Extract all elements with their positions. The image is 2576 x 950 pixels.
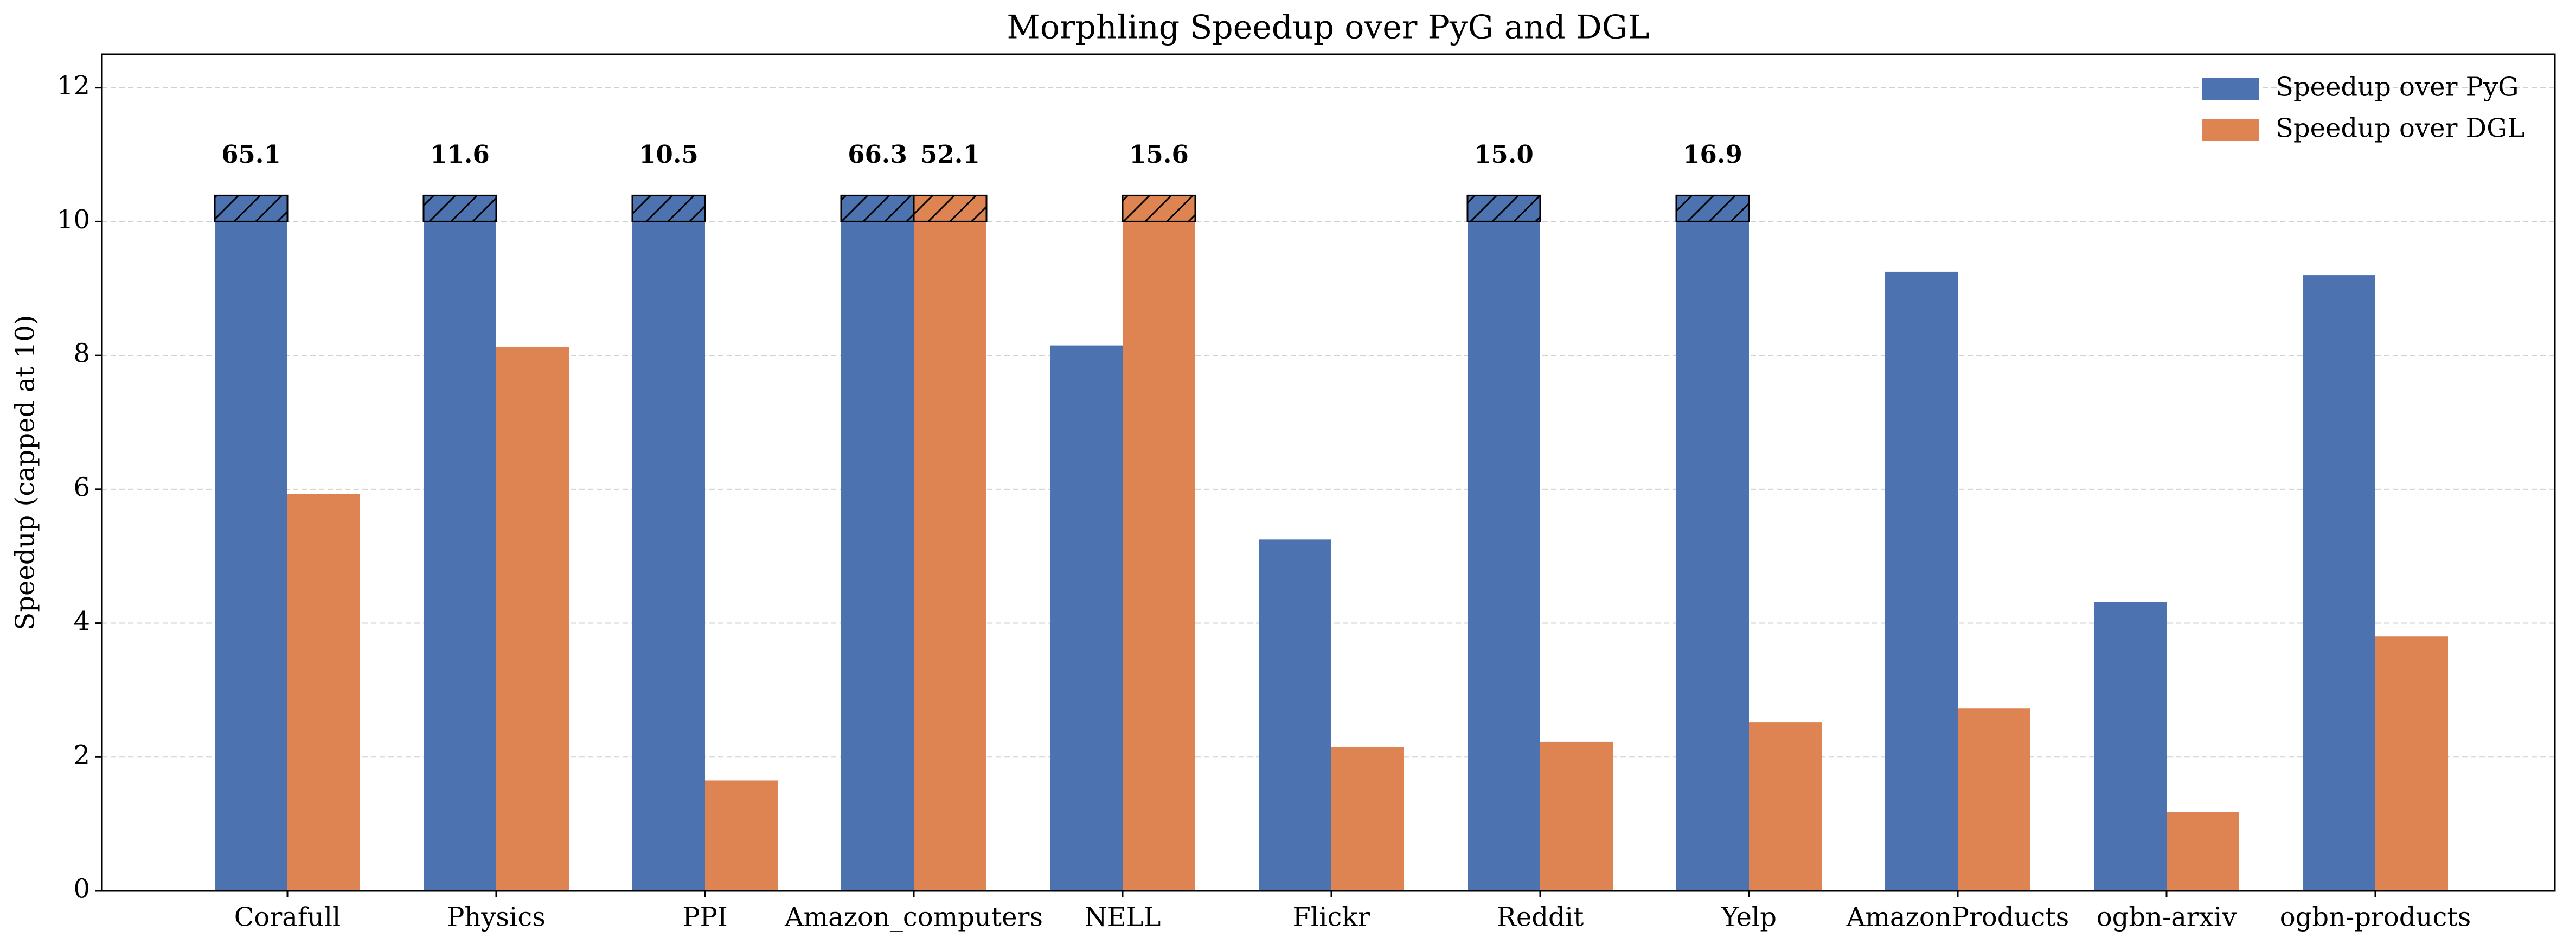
plot-frame — [101, 53, 2556, 892]
bar-cap-hatch — [1122, 194, 1196, 222]
legend-swatch — [2202, 119, 2259, 141]
bar-cap-hatch — [214, 194, 289, 222]
y-tick-label: 10 — [57, 205, 90, 235]
y-tick-label: 0 — [73, 874, 90, 904]
x-tick-label: Yelp — [1721, 902, 1777, 933]
bar — [287, 494, 360, 891]
y-axis-label: Speedup (capped at 10) — [10, 315, 41, 630]
data-label: 66.3 — [848, 140, 907, 169]
legend-label: Speedup over DGL — [2276, 113, 2524, 144]
bar — [1885, 271, 1958, 891]
y-tick-label: 12 — [57, 71, 90, 101]
chart-title: Morphling Speedup over PyG and DGL — [1007, 9, 1649, 47]
bar — [424, 221, 496, 891]
bar-cap-hatch — [631, 194, 706, 222]
bar — [2094, 602, 2167, 891]
bar — [215, 221, 287, 891]
bar-cap-hatch — [913, 194, 988, 222]
bar-cap-hatch — [1675, 194, 1750, 222]
x-tick-label: Amazon_computers — [784, 902, 1043, 933]
bar — [2303, 275, 2375, 891]
bar-cap-hatch — [422, 194, 497, 222]
y-tick-label: 2 — [73, 740, 90, 770]
bar — [1540, 741, 1613, 891]
bar — [2375, 636, 2448, 891]
bar — [1958, 708, 2030, 891]
data-label: 16.9 — [1683, 140, 1742, 169]
legend-label: Speedup over PyG — [2276, 72, 2519, 103]
x-tick-label: NELL — [1085, 902, 1161, 933]
x-tick-label: Flickr — [1293, 902, 1370, 933]
x-tick-label: PPI — [682, 902, 728, 933]
data-label: 15.0 — [1474, 140, 1534, 169]
bar — [1123, 221, 1195, 891]
data-label: 10.5 — [639, 140, 699, 169]
x-tick-label: Corafull — [234, 902, 341, 933]
data-label: 15.6 — [1129, 140, 1189, 169]
bar — [1749, 722, 1822, 891]
x-tick-label: ogbn-arxiv — [2097, 902, 2237, 933]
bar — [1259, 539, 1331, 891]
bar — [2167, 812, 2239, 891]
bar — [841, 221, 914, 891]
bar — [1050, 345, 1123, 891]
bar — [1331, 747, 1404, 891]
bar — [914, 221, 986, 891]
x-tick-label: Physics — [447, 902, 546, 933]
y-tick-label: 4 — [73, 606, 90, 636]
bar-cap-hatch — [840, 194, 915, 222]
y-tick-label: 8 — [73, 339, 90, 369]
bar-cap-hatch — [1466, 194, 1541, 222]
data-label: 65.1 — [221, 140, 281, 169]
bar — [1676, 221, 1749, 891]
x-tick-label: AmazonProducts — [1846, 902, 2069, 933]
bar — [496, 347, 569, 891]
data-label: 52.1 — [920, 140, 980, 169]
y-tick-label: 6 — [73, 472, 90, 502]
bar — [1468, 221, 1540, 891]
x-tick-label: ogbn-products — [2280, 902, 2471, 933]
legend-swatch — [2202, 78, 2259, 100]
x-tick-label: Reddit — [1497, 902, 1584, 933]
bar — [632, 221, 705, 891]
bar — [705, 780, 778, 891]
data-label: 11.6 — [430, 140, 490, 169]
